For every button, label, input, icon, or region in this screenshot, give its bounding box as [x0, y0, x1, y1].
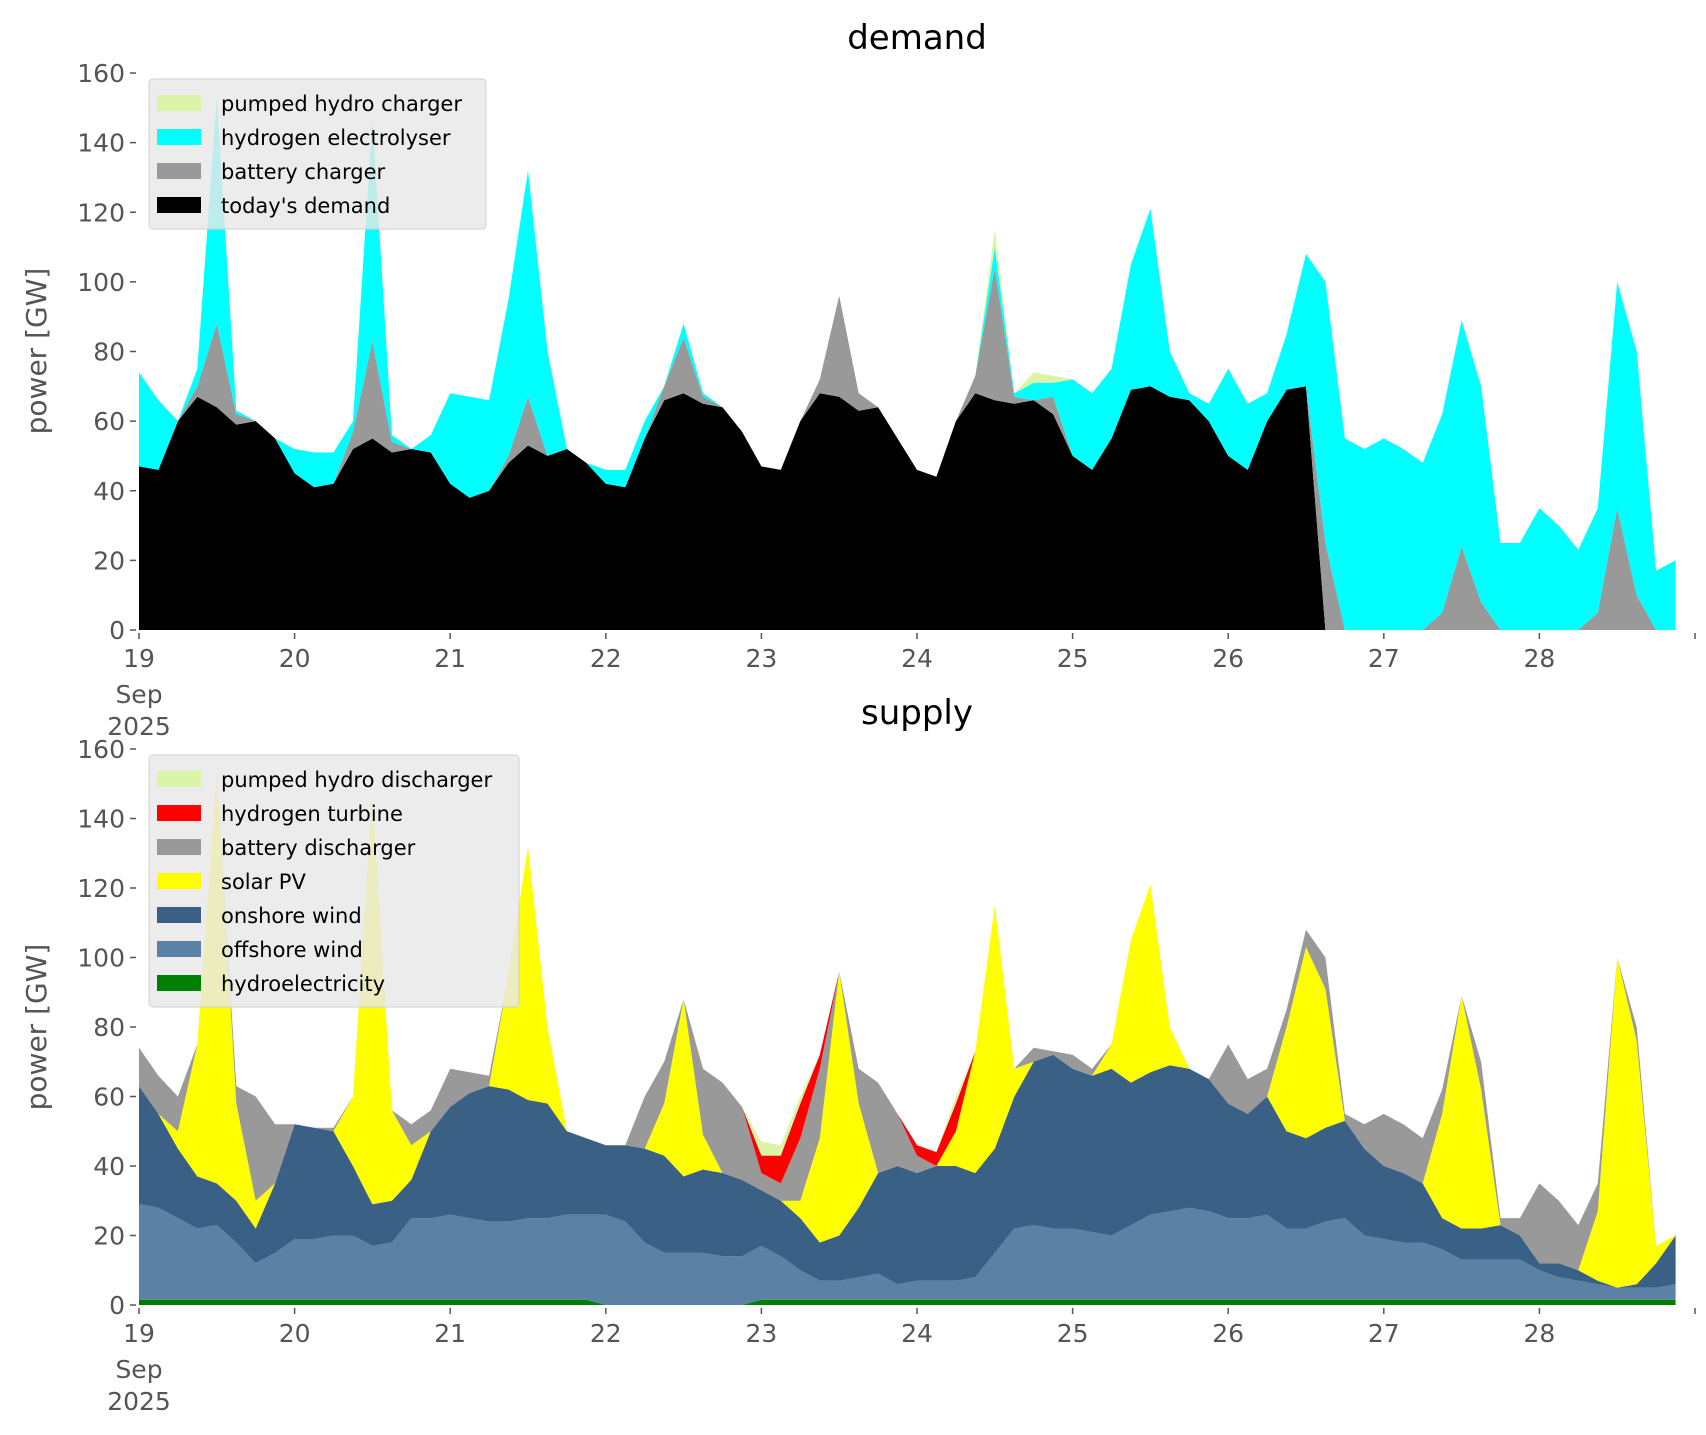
demand-x-tick-label: 27 [1368, 644, 1400, 673]
supply-x-tick-label: 27 [1368, 1319, 1400, 1348]
supply-y-tick-label: 60 [93, 1083, 125, 1112]
demand-area-today-s-demand [139, 386, 1676, 630]
demand-x-tick-sublabel: Sep [115, 680, 162, 709]
demand-x-tick-sublabel: 2025 [107, 712, 171, 741]
supply-legend-swatch [157, 873, 201, 889]
supply-x-tick-label: 20 [279, 1319, 311, 1348]
demand-panel: demand power [GW] 0 20 40 60 80 100 120 140 160 1… [20, 18, 1696, 741]
supply-legend-swatch [157, 771, 201, 787]
demand-legend-label: hydrogen electrolyser [221, 126, 451, 150]
demand-legend-swatch [157, 197, 201, 213]
demand-x-tick-label: 24 [901, 644, 933, 673]
supply-legend-swatch [157, 907, 201, 923]
supply-legend-label: pumped hydro discharger [221, 768, 492, 792]
supply-title: supply [861, 693, 973, 733]
demand-y-tick-label: 60 [93, 407, 125, 436]
demand-legend-label: today's demand [221, 194, 390, 218]
demand-x-tick-label: 20 [279, 644, 311, 673]
demand-legend-label: battery charger [221, 160, 386, 184]
supply-area-offshore-wind [139, 1204, 1676, 1305]
supply-y-tick-label: 120 [77, 874, 125, 903]
demand-x-tick-label: 21 [434, 644, 466, 673]
demand-areas [139, 97, 1676, 630]
demand-y-tick-label: 80 [93, 338, 125, 367]
supply-y-axis-label: power [GW] [20, 944, 53, 1111]
demand-x-tick-label: 19 [123, 644, 155, 673]
demand-title: demand [847, 18, 987, 58]
demand-x-tick-label: 23 [745, 644, 777, 673]
supply-panel: supply power [GW] 0 20 40 60 80 100 120 140 160 1… [20, 693, 1696, 1416]
supply-legend-swatch [157, 805, 201, 821]
demand-x-tick-label: 22 [590, 644, 622, 673]
demand-y-axis-label: power [GW] [20, 268, 53, 435]
demand-y-tick-label: 40 [93, 477, 125, 506]
supply-area-onshore-wind [139, 1054, 1676, 1288]
demand-legend-swatch [157, 129, 201, 145]
supply-x-tick-label: 19 [123, 1319, 155, 1348]
supply-y-tick-label: 20 [93, 1222, 125, 1251]
supply-x-tick-label: 22 [590, 1319, 622, 1348]
supply-y-tick-label: 140 [77, 805, 125, 834]
demand-y-tick-label: 0 [109, 616, 125, 645]
demand-y-tick-label: 20 [93, 546, 125, 575]
demand-legend-swatch [157, 95, 201, 111]
supply-x-tick-label: 23 [745, 1319, 777, 1348]
supply-legend-swatch [157, 975, 201, 991]
supply-x-tick-sublabel: 2025 [107, 1387, 171, 1416]
supply-x-tick-sublabel: Sep [115, 1355, 162, 1384]
supply-legend-label: hydroelectricity [221, 972, 385, 996]
supply-legend: pumped hydro discharger hydrogen turbine b… [148, 754, 520, 1008]
demand-legend-box [148, 78, 487, 230]
supply-area-hydroelectricity [139, 1299, 1676, 1305]
supply-y-tick-label: 160 [77, 735, 125, 764]
supply-legend-label: hydrogen turbine [221, 802, 403, 826]
demand-x-tick-label: 25 [1057, 644, 1089, 673]
demand-legend-swatch [157, 163, 201, 179]
supply-y-tick-label: 0 [109, 1291, 125, 1320]
demand-legend: pumped hydro charger hydrogen electrolyse… [148, 78, 487, 230]
supply-areas [139, 773, 1676, 1305]
supply-x-tick-label: 25 [1057, 1319, 1089, 1348]
demand-x-tick-label: 28 [1523, 644, 1555, 673]
demand-y-tick-label: 160 [77, 59, 125, 88]
supply-area-solar-pv [139, 773, 1676, 1288]
demand-x-tick-label: 26 [1212, 644, 1244, 673]
supply-x-tick-label: 21 [434, 1319, 466, 1348]
demand-y-tick-label: 140 [77, 129, 125, 158]
supply-area-battery-discharger [139, 773, 1676, 1271]
supply-legend-swatch [157, 941, 201, 957]
supply-x-tick-label: 28 [1523, 1319, 1555, 1348]
supply-y-tick-label: 100 [77, 944, 125, 973]
supply-legend-label: offshore wind [221, 938, 363, 962]
supply-legend-label: onshore wind [221, 904, 362, 928]
supply-legend-label: solar PV [221, 870, 306, 894]
supply-legend-box [148, 754, 520, 1008]
supply-x-tick-label: 26 [1212, 1319, 1244, 1348]
demand-legend-label: pumped hydro charger [221, 92, 462, 116]
supply-y-tick-label: 40 [93, 1152, 125, 1181]
demand-y-tick-label: 100 [77, 268, 125, 297]
supply-legend-swatch [157, 839, 201, 855]
demand-area-hydrogen-electrolyser [139, 97, 1676, 630]
supply-x-tick-label: 24 [901, 1319, 933, 1348]
demand-y-tick-label: 120 [77, 198, 125, 227]
supply-legend-label: battery discharger [221, 836, 416, 860]
supply-y-tick-label: 80 [93, 1013, 125, 1042]
